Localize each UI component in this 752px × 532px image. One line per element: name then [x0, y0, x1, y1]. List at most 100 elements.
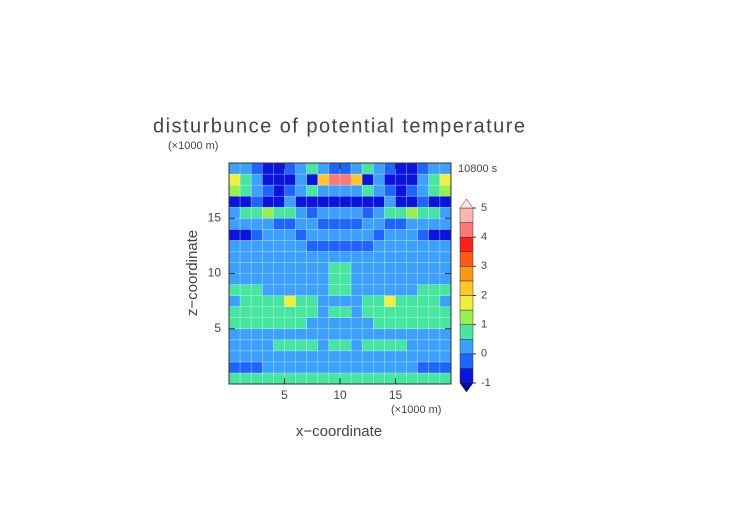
- heat-cell: [384, 339, 396, 352]
- heat-cell: [328, 372, 341, 385]
- heat-cell: [295, 339, 308, 352]
- heat-cell: [395, 317, 407, 330]
- heat-cell: [273, 317, 285, 330]
- heat-cell: [239, 173, 252, 186]
- heat-cell: [261, 184, 274, 197]
- heat-cell: [284, 295, 296, 307]
- heat-cell: [350, 162, 363, 175]
- heat-cell: [239, 206, 252, 219]
- heat-cell: [306, 284, 319, 296]
- heat-cell: [328, 162, 341, 175]
- heat-cell: [239, 262, 252, 274]
- heat-cell: [372, 361, 385, 374]
- heat-cell: [284, 372, 296, 385]
- heat-cell: [273, 251, 285, 263]
- heat-cell: [228, 361, 241, 374]
- heat-cell: [406, 195, 419, 208]
- heat-cell: [261, 162, 274, 175]
- heat-cell: [239, 229, 252, 241]
- heat-cell: [350, 273, 363, 285]
- heat-cell: [261, 262, 274, 274]
- heat-cell: [350, 240, 363, 252]
- heat-cell: [350, 350, 363, 363]
- heat-cell: [406, 339, 419, 352]
- heat-cell: [228, 251, 241, 263]
- heat-cell: [361, 184, 374, 197]
- heat-cell: [295, 173, 308, 186]
- heat-cell: [317, 339, 330, 352]
- heat-cell: [339, 372, 352, 385]
- heat-cell: [339, 306, 352, 318]
- heat-cell: [406, 240, 419, 252]
- heat-cell: [250, 372, 263, 385]
- x-axis-title: x−coordinate: [296, 423, 382, 440]
- heat-cell: [328, 184, 341, 197]
- heat-cell: [439, 339, 452, 352]
- heat-cell: [395, 240, 407, 252]
- colorbar-segment: [459, 222, 474, 238]
- heat-cell: [372, 251, 385, 263]
- heat-cell: [261, 361, 274, 374]
- heat-cell: [273, 273, 285, 285]
- heat-cell: [350, 361, 363, 374]
- heat-cell: [273, 284, 285, 296]
- heat-cell: [328, 217, 341, 230]
- heat-cell: [406, 350, 419, 363]
- heat-cell: [273, 206, 285, 219]
- heat-cell: [339, 328, 352, 341]
- colorbar-tick-label: -1: [481, 377, 491, 389]
- heat-cell: [317, 251, 330, 263]
- heat-cell: [372, 317, 385, 330]
- heat-cell: [306, 184, 319, 197]
- heat-cell: [361, 284, 374, 296]
- heat-cell: [372, 184, 385, 197]
- heat-cell: [239, 295, 252, 307]
- heat-cell: [317, 328, 330, 341]
- heat-cell: [317, 229, 330, 241]
- heat-cell: [350, 251, 363, 263]
- heat-cell: [295, 195, 308, 208]
- heat-cell: [273, 217, 285, 230]
- heat-cell: [239, 372, 252, 385]
- heat-cell: [395, 361, 407, 374]
- colorbar-tick-label: 3: [481, 260, 487, 272]
- heat-cell: [406, 317, 419, 330]
- heat-cell: [439, 306, 452, 318]
- heat-cell: [350, 317, 363, 330]
- heat-cell: [295, 206, 308, 219]
- heat-cell: [372, 306, 385, 318]
- heat-cell: [395, 206, 407, 219]
- heat-cell: [328, 240, 341, 252]
- heat-cell: [428, 262, 441, 274]
- heat-cell: [372, 217, 385, 230]
- heat-cell: [317, 273, 330, 285]
- heat-cell: [406, 206, 419, 219]
- heat-cell: [306, 317, 319, 330]
- heat-cell: [306, 173, 319, 186]
- heat-cell: [428, 284, 441, 296]
- heat-cell: [339, 262, 352, 274]
- heat-cell: [372, 284, 385, 296]
- heat-cell: [417, 240, 430, 252]
- colorbar-tick-label: 1: [481, 319, 487, 331]
- heat-cell: [372, 229, 385, 241]
- colorbar-under: [459, 382, 474, 393]
- heat-cell: [350, 306, 363, 318]
- heat-cell: [295, 328, 308, 341]
- heat-cell: [295, 184, 308, 197]
- heat-cell: [395, 162, 407, 175]
- heat-cell: [428, 339, 441, 352]
- heat-cell: [406, 306, 419, 318]
- heat-cell: [228, 162, 241, 175]
- heat-cell: [328, 173, 341, 186]
- heat-cell: [395, 217, 407, 230]
- heat-cell: [406, 361, 419, 374]
- heat-cell: [306, 361, 319, 374]
- heat-cell: [417, 184, 430, 197]
- y-tick-label: 5: [214, 321, 221, 335]
- heat-cell: [328, 206, 341, 219]
- heat-cell: [295, 229, 308, 241]
- heat-cell: [239, 350, 252, 363]
- heat-cell: [295, 295, 308, 307]
- heat-cell: [239, 306, 252, 318]
